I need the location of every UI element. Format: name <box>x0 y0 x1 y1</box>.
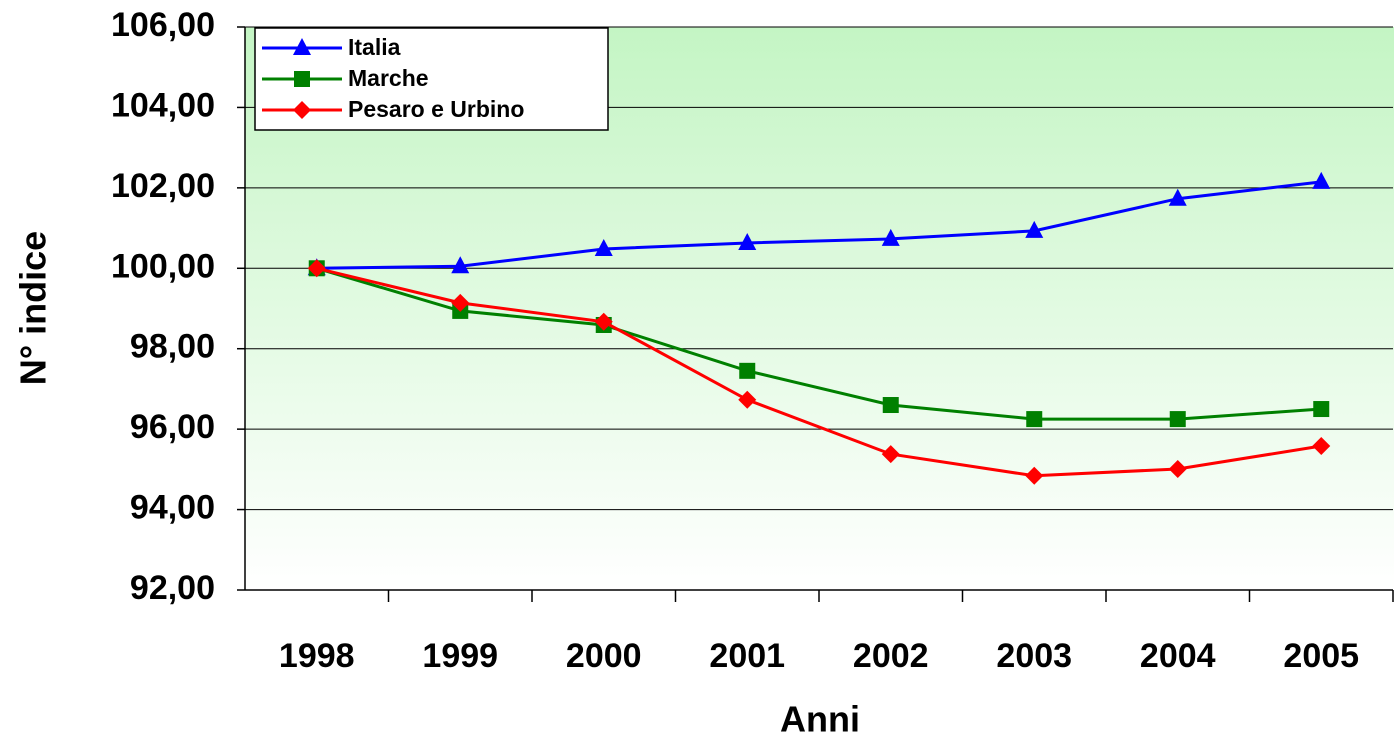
legend-label: Italia <box>348 34 401 60</box>
x-tick-label: 2004 <box>1140 637 1216 675</box>
data-point <box>1168 459 1187 478</box>
legend-marker <box>293 38 311 55</box>
data-point <box>738 232 757 250</box>
series-line <box>316 180 1322 270</box>
data-point <box>738 390 757 409</box>
y-tick-label: 104,00 <box>111 86 215 124</box>
y-tick-label: 102,00 <box>111 167 215 205</box>
legend-marker <box>294 71 310 87</box>
data-point <box>1312 437 1331 456</box>
data-point <box>739 362 756 379</box>
y-tick-label: 92,00 <box>130 569 215 607</box>
legend-marker <box>293 101 311 119</box>
y-tick-label: 94,00 <box>130 489 215 527</box>
data-point <box>451 293 470 312</box>
x-tick-label: 1999 <box>422 637 498 675</box>
data-point <box>881 445 900 464</box>
x-tick-label: 2002 <box>853 637 929 675</box>
x-tick-label: 2003 <box>996 637 1072 675</box>
data-point <box>451 256 470 274</box>
data-point <box>882 397 899 414</box>
y-axis-label: N° indice <box>13 231 54 385</box>
data-point <box>1025 466 1044 485</box>
y-tick-label: 96,00 <box>130 408 215 446</box>
series-line <box>316 266 1322 421</box>
x-tick-label: 1998 <box>279 637 355 675</box>
data-point <box>1026 411 1043 428</box>
data-point <box>881 228 900 246</box>
data-point <box>594 312 613 331</box>
x-axis-label: Anni <box>780 699 860 740</box>
data-point <box>1312 171 1331 189</box>
data-point <box>1169 411 1186 428</box>
legend-label: Marche <box>348 65 429 91</box>
y-tick-label: 98,00 <box>130 328 215 366</box>
x-tick-label: 2000 <box>566 637 642 675</box>
data-point <box>307 259 326 278</box>
y-tick-label: 106,00 <box>111 6 215 44</box>
legend-label: Pesaro e Urbino <box>348 96 524 122</box>
data-point <box>1168 188 1187 206</box>
data-point <box>1313 401 1330 418</box>
data-point <box>1025 220 1044 238</box>
y-tick-label: 100,00 <box>111 247 215 285</box>
x-tick-label: 2005 <box>1283 637 1359 675</box>
series-line <box>316 266 1322 478</box>
x-tick-label: 2001 <box>709 637 785 675</box>
data-point <box>594 238 613 256</box>
